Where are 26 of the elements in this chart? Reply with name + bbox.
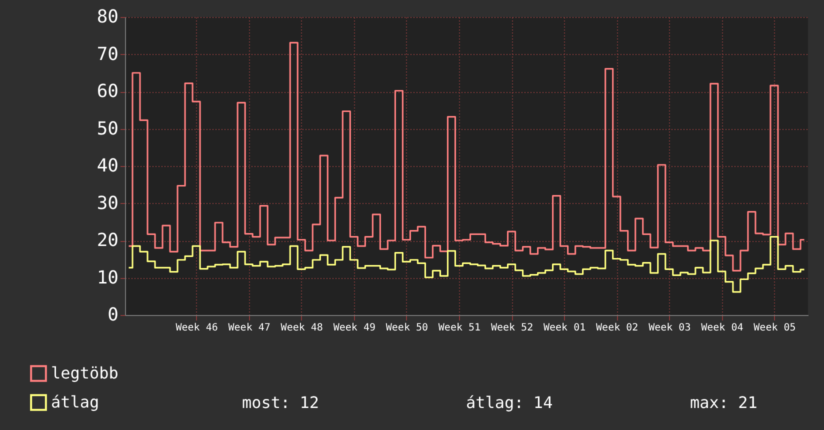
x-tick-label: Week 50: [386, 322, 428, 334]
x-tick-label: Week 05: [754, 322, 796, 334]
x-tick-label: Week 51: [438, 322, 481, 334]
y-tick-label: 30: [96, 192, 118, 214]
y-tick-label: 40: [96, 156, 118, 176]
x-tick-label: Week 47: [228, 322, 270, 334]
y-tick-label: 80: [96, 6, 118, 28]
y-tick-label: 60: [96, 81, 118, 102]
text: most: 12: [242, 393, 320, 412]
y-tick-label: 70: [96, 44, 118, 65]
y-tick-label: 50: [96, 118, 118, 140]
y-tick-label: 20: [96, 230, 118, 251]
legend-label: átlag: [51, 392, 100, 412]
x-tick-label: Week 52: [490, 322, 534, 334]
x-tick-label: Week 48: [280, 322, 323, 334]
text: átlag: 14: [466, 393, 553, 412]
legend-label: legtöbb: [51, 364, 118, 382]
y-tick-label: 10: [96, 267, 118, 288]
x-tick-label: Week 03: [648, 322, 691, 334]
x-tick-label: Week 46: [176, 322, 218, 334]
text: max: 21: [690, 393, 758, 412]
x-tick-label: Week 04: [701, 322, 744, 334]
x-tick-label: Week 02: [596, 322, 638, 334]
x-tick-label: Week 01: [543, 322, 586, 334]
y-tick-label: 0: [108, 304, 118, 326]
x-tick-label: Week 49: [333, 322, 376, 334]
